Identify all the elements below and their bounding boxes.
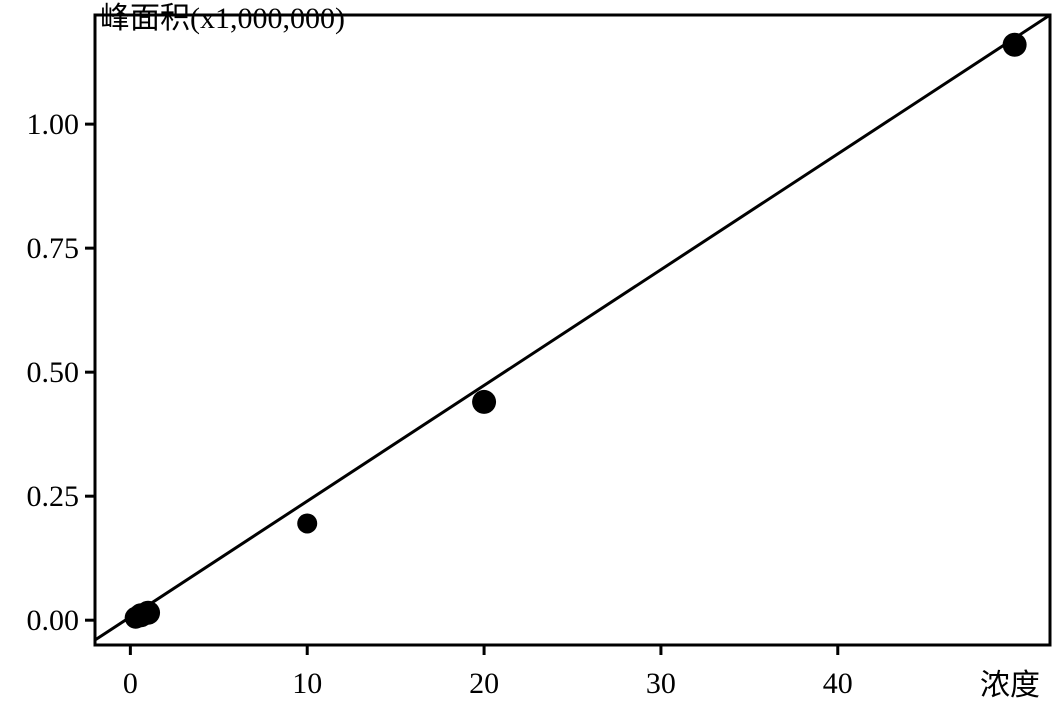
y-tick-label: 0.00 xyxy=(27,604,80,637)
x-tick-label: 0 xyxy=(123,667,138,700)
y-tick-label: 1.00 xyxy=(27,108,80,141)
x-tick-label: 30 xyxy=(646,667,676,700)
y-axis-title: 峰面积(x1,000,000) xyxy=(100,2,345,35)
regression-line xyxy=(95,15,1050,640)
calibration-chart: 0 10 20 30 40 0.00 0.25 0.50 0.75 1.00 峰面积(x1,000,… xyxy=(0,0,1061,716)
chart-container: 0 10 20 30 40 0.00 0.25 0.50 0.75 1.00 峰面积(x1,000,… xyxy=(0,0,1061,716)
y-tick-label: 0.25 xyxy=(27,480,80,513)
x-tick-label: 40 xyxy=(823,667,853,700)
y-tick-label: 0.75 xyxy=(27,232,80,265)
y-tick-label: 0.50 xyxy=(27,356,80,389)
data-point xyxy=(1003,33,1027,57)
data-point xyxy=(472,390,496,414)
data-point xyxy=(297,513,317,533)
x-tick-label: 10 xyxy=(292,667,322,700)
data-point xyxy=(136,601,160,625)
x-tick-label: 20 xyxy=(469,667,499,700)
x-axis-title: 浓度 xyxy=(980,669,1040,702)
